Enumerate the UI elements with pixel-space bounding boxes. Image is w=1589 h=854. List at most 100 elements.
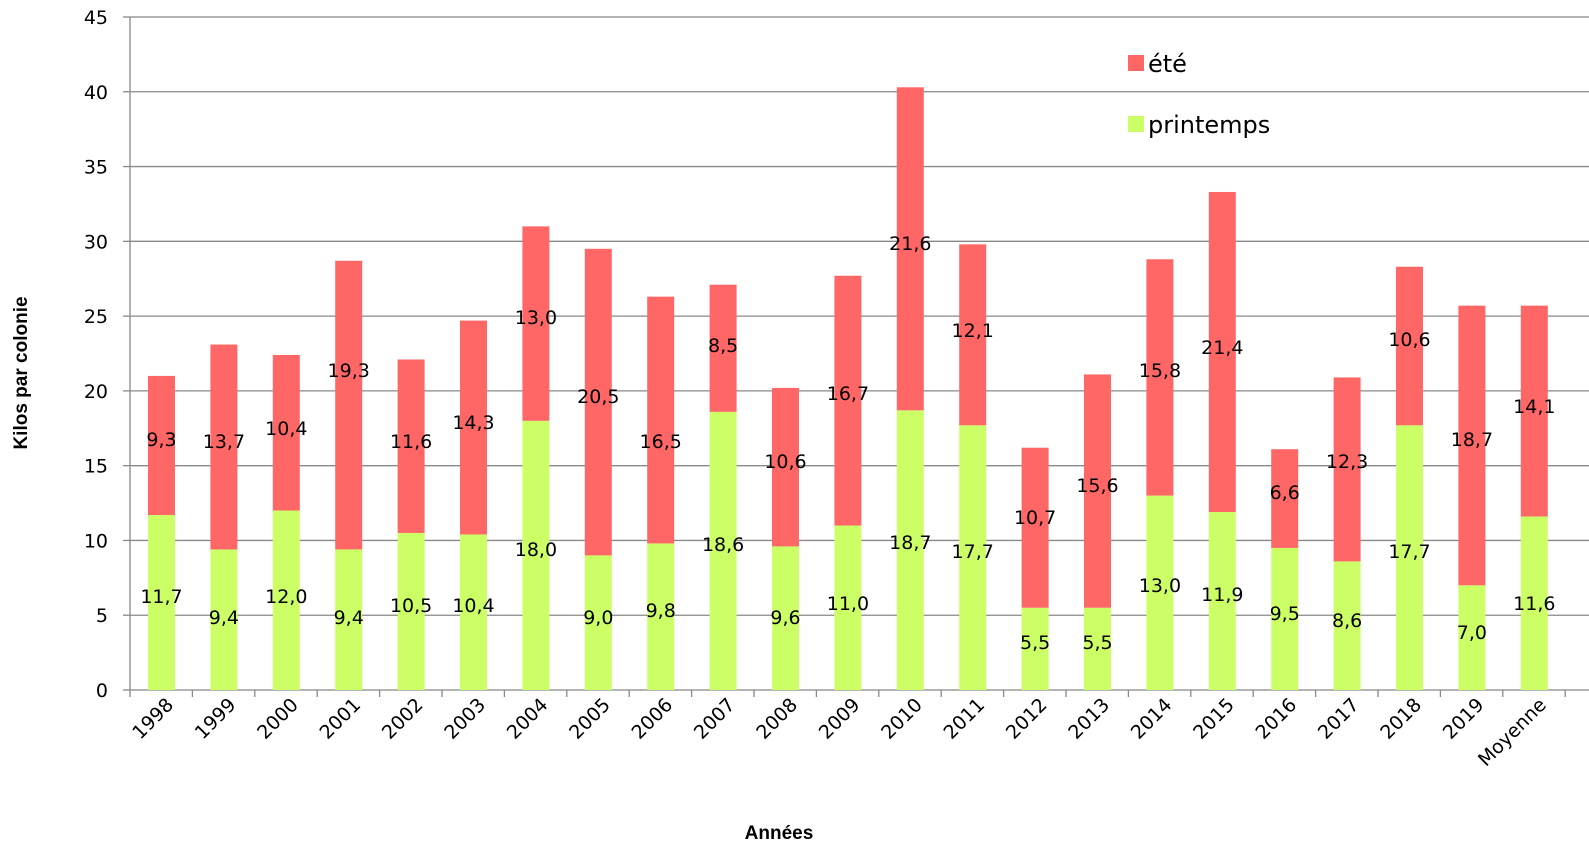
bar-ete-2008 [772, 387, 799, 547]
data-label-ete-2019: 18,7 [1451, 429, 1493, 451]
y-tick-label: 5 [96, 605, 108, 627]
bar-printemps-2002 [397, 532, 425, 690]
bar-printemps-2007 [709, 411, 737, 690]
data-label-printemps-2014: 13,0 [1139, 575, 1181, 597]
bar-printemps-2011 [959, 425, 987, 690]
bar-ete-2000 [272, 354, 300, 511]
x-tick-label: 2014 [1127, 694, 1177, 744]
data-label-ete-1999: 13,7 [203, 431, 245, 453]
y-tick-label: 25 [84, 306, 108, 328]
bar-ete-2018 [1396, 266, 1423, 426]
legend-swatch-printemps [1128, 116, 1144, 132]
data-label-printemps-2017: 8,6 [1332, 610, 1362, 632]
x-tick-label: 1998 [128, 694, 178, 744]
bar-ete-2001 [335, 260, 363, 550]
data-label-printemps-2016: 9,5 [1270, 603, 1300, 625]
x-tick-label: 2015 [1189, 694, 1239, 744]
x-tick-label: Moyenne [1474, 694, 1551, 771]
y-axis-title: Kilos par colonie [11, 296, 32, 449]
x-tick-label: 2008 [752, 694, 802, 744]
data-label-ete-2014: 15,8 [1139, 360, 1181, 382]
bar-ete-2019 [1458, 305, 1486, 586]
x-tick-label: 2003 [440, 694, 490, 744]
bar-printemps-2000 [272, 510, 300, 690]
bar-printemps-2017 [1333, 561, 1361, 690]
data-label-ete-Moyenne: 14,1 [1513, 396, 1555, 418]
data-label-ete-1998: 9,3 [146, 429, 176, 451]
bar-printemps-2005 [584, 555, 612, 690]
bar-ete-2005 [584, 248, 612, 556]
bar-ete-2012 [1021, 447, 1049, 608]
bar-printemps-2018 [1396, 425, 1423, 690]
bar-ete-2004 [522, 226, 550, 421]
data-label-printemps-2018: 17,7 [1388, 541, 1430, 563]
data-label-ete-2002: 11,6 [390, 431, 432, 453]
data-label-printemps-2007: 18,6 [702, 534, 744, 556]
y-tick-label: 35 [84, 157, 108, 179]
bar-printemps-2016 [1271, 547, 1299, 690]
data-label-printemps-2011: 17,7 [952, 541, 994, 563]
bar-printemps-2013 [1084, 607, 1111, 690]
x-tick-label: 2019 [1439, 694, 1489, 744]
bar-ete-2003 [460, 320, 487, 535]
x-tick-label: 2016 [1251, 694, 1301, 744]
data-label-ete-2001: 19,3 [328, 360, 370, 382]
data-label-ete-2005: 20,5 [577, 386, 619, 408]
x-tick-label: 2007 [690, 694, 740, 744]
data-label-printemps-2010: 18,7 [889, 532, 931, 554]
bar-ete-2016 [1271, 449, 1299, 548]
y-tick-label: 40 [84, 82, 108, 104]
data-label-ete-2013: 15,6 [1076, 475, 1118, 497]
bar-printemps-1999 [210, 549, 238, 690]
bar-printemps-Moyenne [1520, 516, 1548, 690]
bar-ete-1999 [210, 344, 238, 550]
data-label-printemps-2015: 11,9 [1201, 584, 1243, 606]
data-label-ete-2000: 10,4 [265, 418, 307, 440]
y-tick-label: 45 [84, 7, 108, 29]
x-tick-label: 2006 [627, 694, 677, 744]
bar-printemps-1998 [148, 515, 175, 690]
data-label-ete-2016: 6,6 [1270, 482, 1300, 504]
data-label-ete-2018: 10,6 [1388, 329, 1430, 351]
data-label-printemps-2006: 9,8 [646, 600, 676, 622]
data-label-ete-2017: 12,3 [1326, 451, 1368, 473]
legend-label-ete: été [1148, 50, 1187, 78]
legend: été printemps [1128, 50, 1270, 139]
y-tick-label: 20 [84, 381, 108, 403]
bar-printemps-2014 [1146, 495, 1174, 690]
bar-ete-2009 [834, 275, 862, 526]
x-tick-label: 2005 [565, 694, 615, 744]
data-label-ete-2003: 14,3 [452, 412, 494, 434]
bar-ete-1998 [148, 375, 175, 516]
y-tick-label: 10 [84, 530, 108, 552]
bar-ete-2014 [1146, 259, 1174, 496]
x-tick-label: 2010 [877, 694, 927, 744]
x-tick-label: 2000 [253, 694, 303, 744]
bar-printemps-2006 [647, 543, 675, 690]
bar-ete-2006 [647, 296, 675, 544]
bar-ete-2013 [1084, 374, 1111, 608]
data-label-printemps-2019: 7,0 [1457, 622, 1487, 644]
x-tick-label: 2012 [1002, 694, 1052, 744]
data-label-printemps-2000: 12,0 [265, 586, 307, 608]
data-labels: 11,7 9,3 9,4 13,7 12,0 10,4 9,4 19,3 10,5 11,6 10,… [140, 233, 1555, 654]
legend-label-printemps: printemps [1148, 111, 1270, 139]
bar-printemps-2001 [335, 549, 363, 690]
data-label-printemps-2003: 10,4 [452, 595, 494, 617]
bar-ete-Moyenne [1520, 305, 1548, 517]
x-tick-label: 2011 [939, 694, 989, 744]
data-label-printemps-2004: 18,0 [515, 539, 557, 561]
data-label-printemps-Moyenne: 11,6 [1513, 593, 1555, 615]
x-tick-label: 2002 [378, 694, 428, 744]
data-label-printemps-1999: 9,4 [209, 607, 239, 629]
data-label-printemps-2005: 9,0 [583, 607, 613, 629]
data-label-ete-2004: 13,0 [515, 307, 557, 329]
data-label-ete-2006: 16,5 [640, 431, 682, 453]
bar-ete-2002 [397, 359, 425, 533]
bar-ete-2017 [1333, 377, 1361, 562]
bar-ete-2015 [1208, 191, 1236, 513]
bar-printemps-2009 [834, 525, 862, 690]
x-tick-label: 2001 [315, 694, 365, 744]
